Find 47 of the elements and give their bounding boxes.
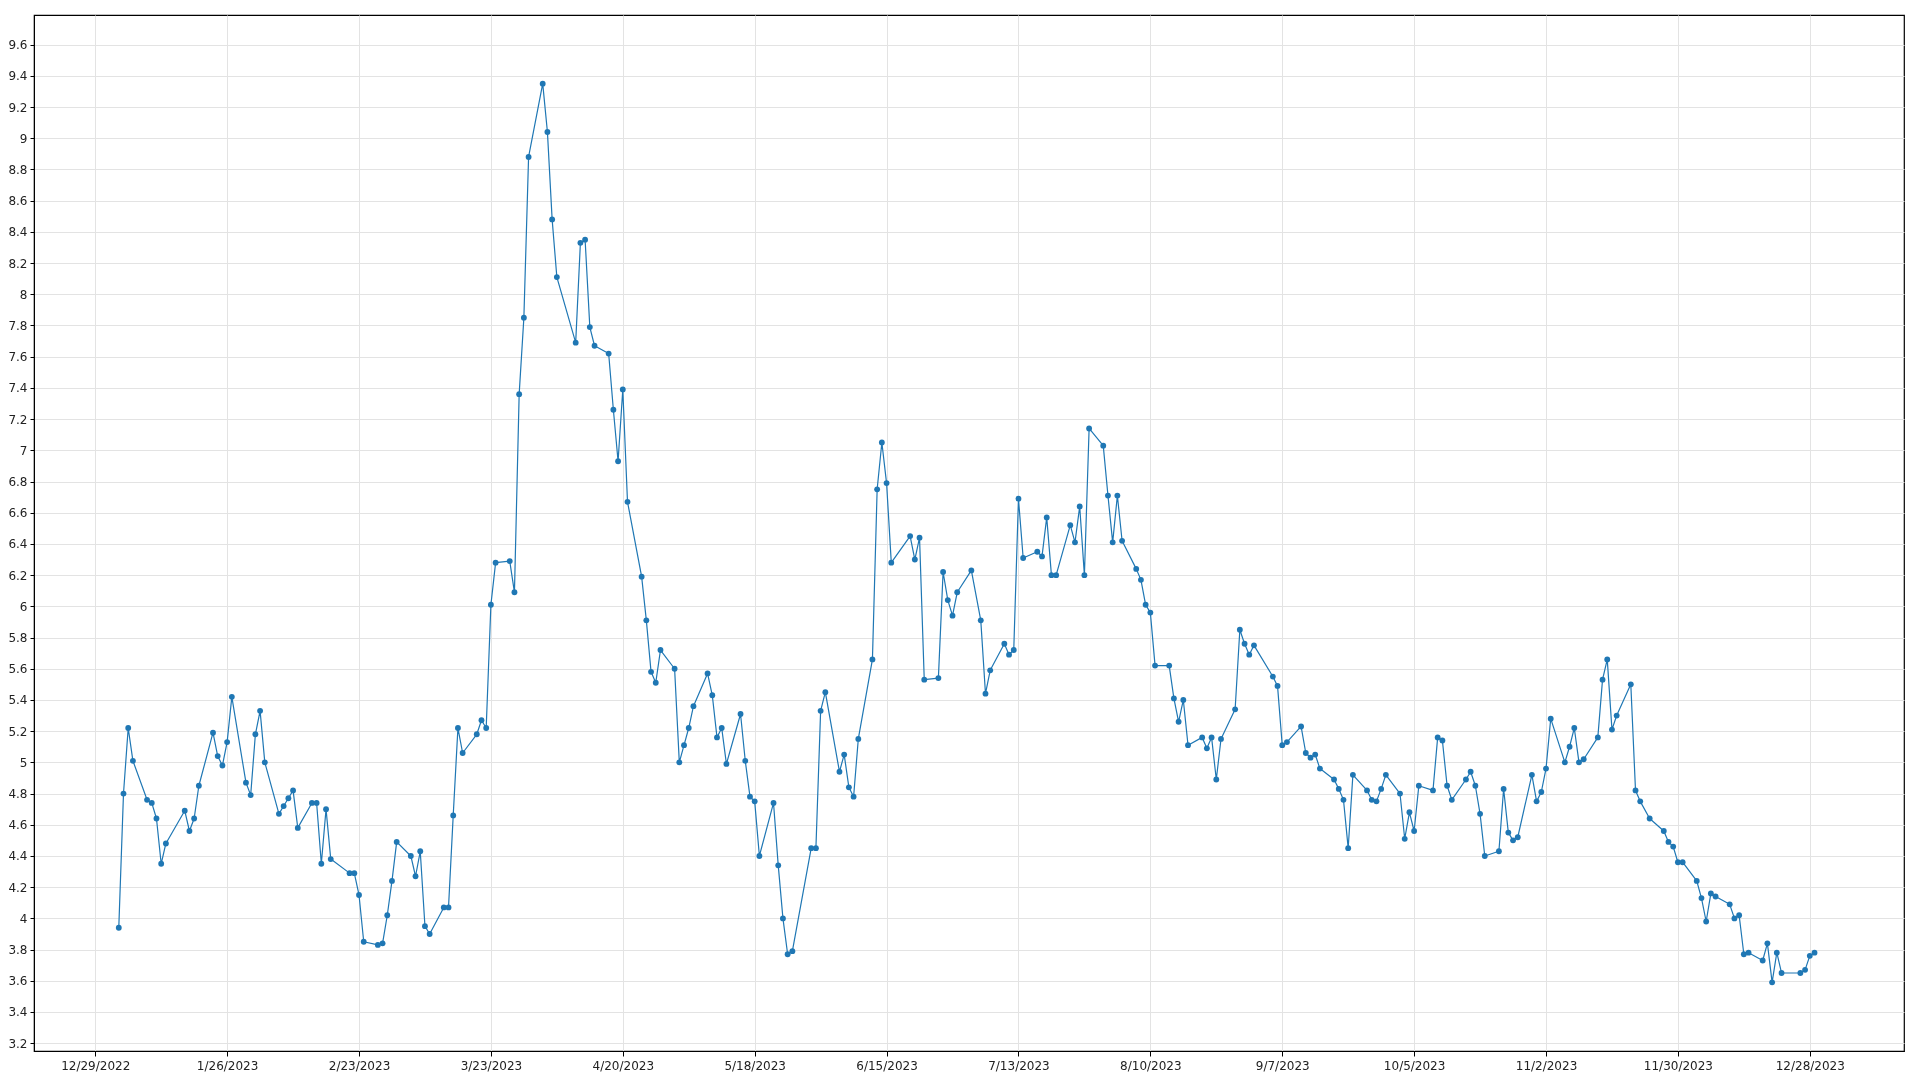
y-tick-label: 4.8 — [8, 787, 28, 802]
y-tick-label: 5.6 — [8, 662, 28, 677]
y-tick-label: 9.6 — [8, 38, 28, 53]
y-tick-label: 8.2 — [8, 256, 28, 271]
y-tick-label: 5 — [19, 755, 28, 770]
y-tick-label: 6.6 — [8, 506, 28, 521]
y-tick-label: 3.4 — [8, 1005, 28, 1020]
x-tick-label: 12/29/2022 — [61, 1058, 131, 1073]
y-tick-label: 7.8 — [8, 318, 28, 333]
y-tick-label: 4.4 — [8, 849, 28, 864]
y-tick-label: 9.4 — [8, 69, 28, 84]
y-tick-label: 6.2 — [8, 568, 28, 583]
x-tick-label: 11/2/2023 — [1515, 1058, 1578, 1073]
y-tick-label: 7.2 — [8, 412, 28, 427]
y-tick-label: 8.8 — [8, 162, 28, 177]
y-tick-label: 9 — [19, 131, 28, 146]
y-tick-label: 6.4 — [8, 537, 28, 552]
x-tick-label: 1/26/2023 — [196, 1058, 259, 1073]
x-tick-label: 5/18/2023 — [724, 1058, 786, 1073]
y-tick-label: 5.2 — [8, 724, 28, 739]
y-tick-label: 9.2 — [8, 100, 28, 115]
y-tick-label: 5.8 — [8, 631, 28, 646]
y-tick-label: 8 — [19, 287, 28, 302]
y-tick-label: 7.6 — [8, 350, 28, 365]
x-tick-label: 7/13/2023 — [988, 1058, 1050, 1073]
y-tick-label: 7.4 — [8, 381, 28, 396]
y-tick-label: 8.6 — [8, 194, 28, 209]
x-tick-label: 2/23/2023 — [328, 1058, 391, 1073]
y-tick-label: 8.4 — [8, 225, 28, 240]
x-tick-label: 3/23/2023 — [460, 1058, 523, 1073]
x-tick-label: 9/7/2023 — [1255, 1058, 1310, 1073]
x-tick-label: 11/30/2023 — [1643, 1058, 1713, 1073]
x-tick-label: 10/5/2023 — [1383, 1058, 1446, 1073]
x-tick-label: 6/15/2023 — [856, 1058, 918, 1073]
x-tick-label: 8/10/2023 — [1120, 1058, 1182, 1073]
y-tick-label: 5.4 — [8, 693, 28, 708]
y-tick-label: 6.8 — [8, 475, 28, 490]
y-tick-label: 3.8 — [8, 943, 28, 958]
y-tick-label: 3.6 — [8, 974, 28, 989]
y-tick-label: 3.2 — [8, 1036, 28, 1051]
y-tick-label: 4 — [19, 911, 28, 926]
y-tick-label: 6 — [19, 599, 28, 614]
y-tick-label: 7 — [19, 443, 28, 458]
x-tick-label: 4/20/2023 — [592, 1058, 655, 1073]
y-tick-label: 4.2 — [8, 880, 28, 895]
x-tick-label: 12/28/2023 — [1775, 1058, 1845, 1073]
y-tick-label: 4.6 — [8, 818, 28, 833]
